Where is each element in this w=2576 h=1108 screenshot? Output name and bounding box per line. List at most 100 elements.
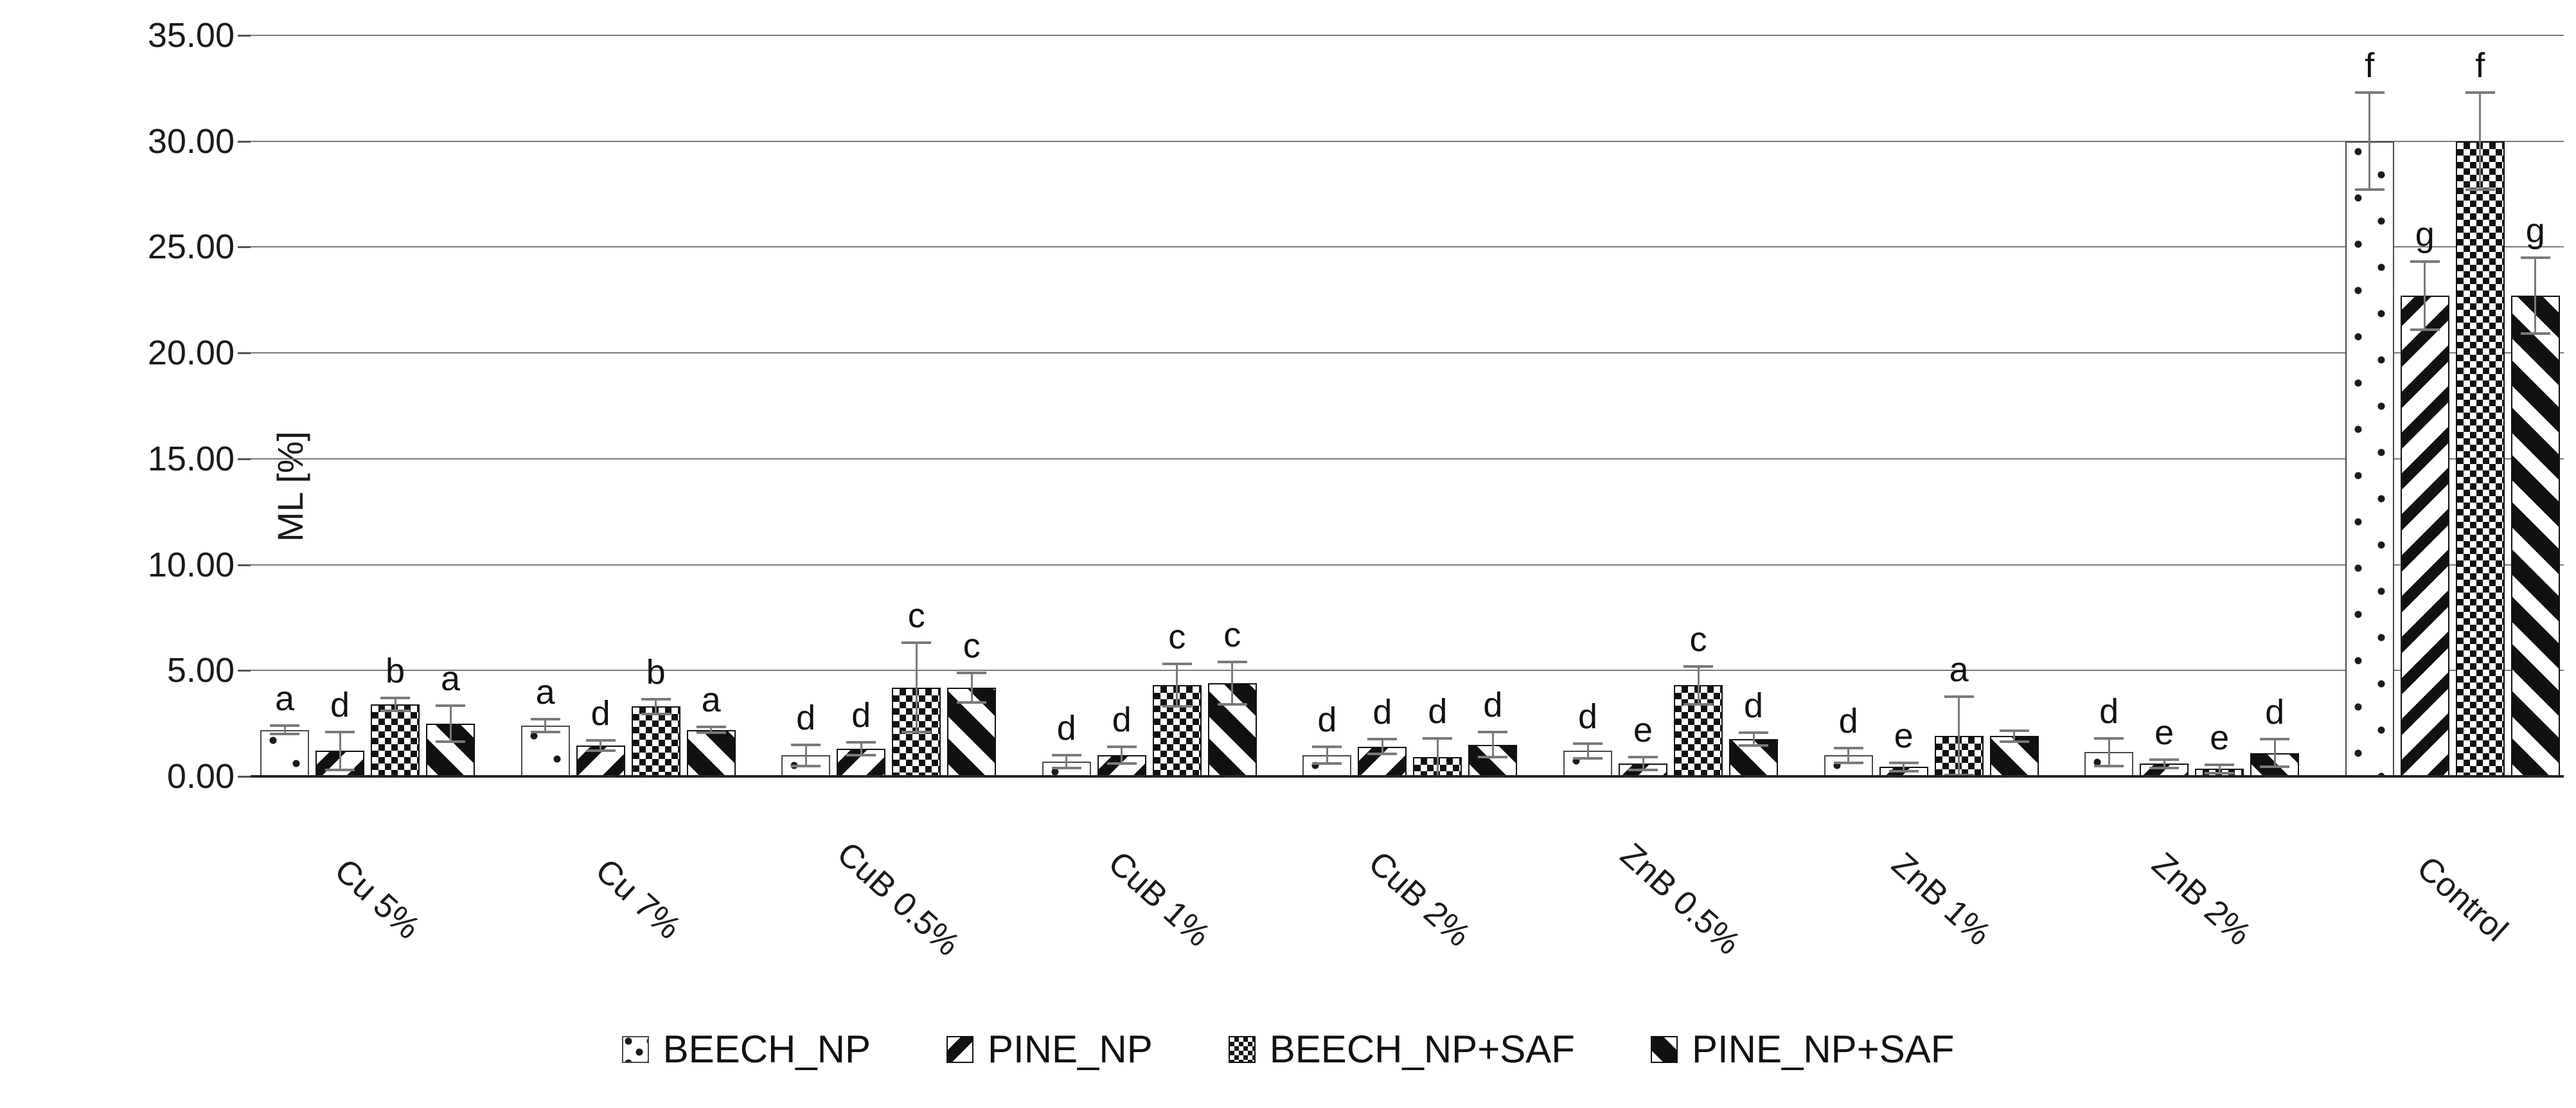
y-tick-label: 30.00 xyxy=(147,121,235,161)
significance-letter: d xyxy=(851,696,871,735)
significance-letter: d xyxy=(1838,701,1858,740)
y-axis-tick xyxy=(238,564,251,566)
error-bar xyxy=(1436,738,1439,776)
legend-label: PINE_NP xyxy=(988,1028,1153,1071)
significance-letter: c xyxy=(1689,620,1707,659)
error-bar-cap xyxy=(1162,705,1192,708)
y-axis-tick xyxy=(238,246,251,249)
error-bar-cap xyxy=(1478,756,1508,759)
error-bar xyxy=(1121,746,1123,764)
error-bar-cap xyxy=(902,730,932,733)
error-bar-cap xyxy=(2094,764,2124,767)
error-bar-cap xyxy=(1944,695,1974,699)
y-tick-label: 15.00 xyxy=(147,439,235,478)
significance-letter: d xyxy=(1372,693,1392,732)
significance-letter: c xyxy=(1223,616,1241,655)
gridline xyxy=(251,670,2564,672)
x-axis-line xyxy=(251,775,2564,778)
error-bar-cap xyxy=(1162,663,1192,666)
significance-letter: e xyxy=(1633,711,1653,750)
diag-up-swatch-icon xyxy=(946,1036,973,1063)
error-bar-cap xyxy=(325,769,355,772)
error-bar-cap xyxy=(585,749,616,753)
error-bar-cap xyxy=(696,725,726,728)
error-bar-cap xyxy=(2149,758,2180,761)
error-bar xyxy=(1697,666,1700,704)
significance-letter: a xyxy=(701,680,721,719)
error-bar xyxy=(2163,759,2165,768)
error-bar xyxy=(1752,733,1755,746)
error-bar xyxy=(1491,731,1494,758)
error-bar-cap xyxy=(1739,731,1768,735)
y-tick-label: 0.00 xyxy=(166,757,235,796)
error-bar xyxy=(710,726,713,733)
error-bar-cap xyxy=(380,697,410,700)
error-bar xyxy=(1847,747,1850,763)
significance-letter: b xyxy=(385,652,405,691)
error-bar xyxy=(283,725,286,735)
significance-letter: d xyxy=(591,693,610,733)
error-bar-cap xyxy=(1683,665,1713,668)
error-bar xyxy=(1381,739,1383,755)
significance-letter: d xyxy=(1577,697,1598,736)
plot-area: ML [%] 0.00 5.00 10.00 15.00 20.00 25.00 30.00… xyxy=(148,16,2564,963)
error-bar xyxy=(915,643,918,732)
legend-item: PINE_NP xyxy=(946,1027,1153,1072)
legend: BEECH_NP PINE_NP BEECH_NP+SAF PINE_NP+SAF xyxy=(0,1027,2576,1072)
significance-letter: b xyxy=(646,652,666,692)
error-bar xyxy=(1231,662,1234,704)
error-bar-cap xyxy=(1833,746,1863,749)
error-bar-cap xyxy=(1683,702,1713,706)
error-bar-cap xyxy=(1312,762,1342,765)
error-bar-cap xyxy=(270,724,299,727)
y-tick-label: 10.00 xyxy=(147,545,235,584)
error-bar-cap xyxy=(270,733,299,736)
y-tick-label: 25.00 xyxy=(147,228,235,267)
error-bar-cap xyxy=(530,730,560,733)
error-bar-cap xyxy=(641,697,671,701)
significance-letter: d xyxy=(2099,692,2119,731)
error-bar-cap xyxy=(957,671,987,674)
y-tick-label: 20.00 xyxy=(147,334,235,373)
error-bar xyxy=(2368,92,2371,190)
error-bar-cap xyxy=(2410,328,2440,331)
error-bar-cap xyxy=(1051,766,1081,769)
gridline xyxy=(251,35,2564,36)
y-axis-tick xyxy=(238,140,251,143)
significance-letter: g xyxy=(2525,211,2545,250)
y-axis-tick xyxy=(238,458,251,460)
error-bar-cap xyxy=(1217,661,1247,664)
bar xyxy=(2400,296,2449,776)
error-bar-cap xyxy=(846,741,876,744)
error-bar xyxy=(860,742,862,756)
significance-letter: d xyxy=(1317,700,1337,739)
significance-letter: c xyxy=(963,626,981,665)
bar xyxy=(631,706,680,776)
error-bar xyxy=(2424,262,2426,330)
error-bar-cap xyxy=(380,709,410,712)
significance-letter: d xyxy=(330,685,350,724)
x-category-label: CuB 1% xyxy=(1101,844,1218,954)
error-bar-cap xyxy=(1367,753,1398,756)
x-category-label: CuB 0.5% xyxy=(830,835,967,963)
error-bar-cap xyxy=(2465,91,2495,94)
error-bar xyxy=(1326,746,1328,764)
error-bar-cap xyxy=(325,730,355,733)
error-bar-cap xyxy=(1106,762,1137,765)
significance-letter: a xyxy=(440,659,461,698)
significance-letter: a xyxy=(1949,650,1969,690)
error-bar-cap xyxy=(2410,260,2440,264)
checker-swatch-icon xyxy=(1228,1036,1256,1063)
gridline xyxy=(251,246,2564,248)
error-bar-cap xyxy=(1312,745,1342,748)
x-category-label: CuB 2% xyxy=(1362,844,1478,954)
significance-letter: a xyxy=(274,679,295,718)
error-bar-cap xyxy=(2149,766,2180,769)
error-bar xyxy=(1958,697,1960,776)
significance-letter: f xyxy=(2365,46,2375,85)
x-category-label: ZnB 2% xyxy=(2145,845,2259,953)
error-bar xyxy=(655,699,657,714)
error-bar-cap xyxy=(1833,761,1863,764)
error-bar-cap xyxy=(1423,737,1453,740)
